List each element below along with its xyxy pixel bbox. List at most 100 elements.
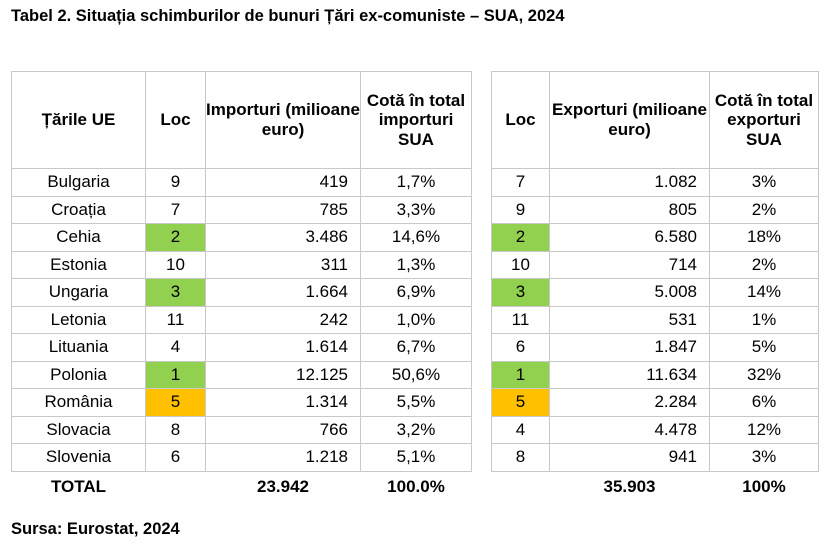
country-cell: Slovacia: [11, 415, 146, 444]
import-share-cell: 14,6%: [360, 223, 472, 252]
table-row: Croația 7 785 3,3%: [11, 195, 472, 224]
header-imports: Importuri (milioane euro): [205, 71, 361, 169]
country-cell: România: [11, 388, 146, 417]
rank-cell: 7: [145, 195, 206, 224]
exports-cell: 941: [549, 443, 710, 472]
import-share-cell: 3,2%: [360, 415, 472, 444]
country-cell: Cehia: [11, 223, 146, 252]
country-cell: Letonia: [11, 305, 146, 334]
country-cell: Ungaria: [11, 278, 146, 307]
imports-cell: 12.125: [205, 360, 361, 389]
import-share-cell: 50,6%: [360, 360, 472, 389]
rank-cell: 2: [145, 223, 206, 252]
total-label: TOTAL: [50, 476, 107, 496]
export-share-cell: 5%: [709, 333, 819, 362]
table-row: Letonia 11 242 1,0%: [11, 305, 472, 334]
total-rank-empty: [492, 471, 550, 502]
rank-cell: 10: [491, 250, 550, 279]
rank-cell: 5: [491, 388, 550, 417]
table-row: 10 714 2%: [491, 250, 819, 279]
rank-cell: 5: [145, 388, 206, 417]
exports-table: Loc Exporturi (milioane euro) Cotă în to…: [491, 71, 819, 502]
imports-table-body: Bulgaria 9 419 1,7% Croația 7 785 3,3% Cehia 2 3.4…: [11, 168, 472, 472]
imports-cell: 766: [205, 415, 361, 444]
export-share-cell: 14%: [709, 278, 819, 307]
imports-cell: 1.664: [205, 278, 361, 307]
table-row: România 5 1.314 5,5%: [11, 388, 472, 417]
table-row: Slovacia 8 766 3,2%: [11, 415, 472, 444]
table-row: 11 531 1%: [491, 305, 819, 334]
table-row: Lituania 4 1.614 6,7%: [11, 333, 472, 362]
rank-cell: 11: [491, 305, 550, 334]
export-share-cell: 3%: [709, 168, 819, 197]
imports-cell: 1.614: [205, 333, 361, 362]
country-cell: Polonia: [11, 360, 146, 389]
table-row: 6 1.847 5%: [491, 333, 819, 362]
page-title: Tabel 2. Situația schimburilor de bunuri…: [11, 7, 565, 25]
table-row: 9 805 2%: [491, 195, 819, 224]
exports-cell: 11.634: [549, 360, 710, 389]
country-cell: Estonia: [11, 250, 146, 279]
rank-cell: 8: [491, 443, 550, 472]
table-row: 1 11.634 32%: [491, 360, 819, 389]
imports-total-row: TOTAL 23.942 100.0%: [12, 471, 472, 502]
exports-cell: 6.580: [549, 223, 710, 252]
exports-cell: 1.847: [549, 333, 710, 362]
table-row: 8 941 3%: [491, 443, 819, 472]
table-row: 7 1.082 3%: [491, 168, 819, 197]
export-share-cell: 2%: [709, 195, 819, 224]
rank-cell: 4: [145, 333, 206, 362]
import-share-cell: 1,3%: [360, 250, 472, 279]
imports-cell: 419: [205, 168, 361, 197]
exports-cell: 805: [549, 195, 710, 224]
rank-cell: 7: [491, 168, 550, 197]
import-share-cell: 6,7%: [360, 333, 472, 362]
rank-cell: 10: [145, 250, 206, 279]
import-share-cell: 5,5%: [360, 388, 472, 417]
table-row: 5 2.284 6%: [491, 388, 819, 417]
country-cell: Bulgaria: [11, 168, 146, 197]
total-export-share: 100%: [742, 476, 786, 496]
imports-cell: 242: [205, 305, 361, 334]
import-share-cell: 1,0%: [360, 305, 472, 334]
rank-cell: 4: [491, 415, 550, 444]
exports-cell: 5.008: [549, 278, 710, 307]
rank-cell: 9: [491, 195, 550, 224]
rank-cell: 3: [491, 278, 550, 307]
total-rank-empty: [146, 471, 206, 502]
header-export-share: Cotă în total exporturi SUA: [709, 71, 819, 169]
imports-cell: 1.218: [205, 443, 361, 472]
import-share-cell: 6,9%: [360, 278, 472, 307]
table-row: Cehia 2 3.486 14,6%: [11, 223, 472, 252]
imports-cell: 785: [205, 195, 361, 224]
table-row: 3 5.008 14%: [491, 278, 819, 307]
total-import-share: 100.0%: [387, 476, 445, 496]
rank-cell: 9: [145, 168, 206, 197]
exports-cell: 4.478: [549, 415, 710, 444]
exports-cell: 2.284: [549, 388, 710, 417]
table-row: Ungaria 3 1.664 6,9%: [11, 278, 472, 307]
import-share-cell: 3,3%: [360, 195, 472, 224]
imports-table: Țările UE Loc Importuri (milioane euro) …: [11, 71, 472, 502]
header-rank: Loc: [145, 71, 206, 169]
rank-cell: 11: [145, 305, 206, 334]
exports-cell: 1.082: [549, 168, 710, 197]
rank-cell: 1: [491, 360, 550, 389]
import-share-cell: 1,7%: [360, 168, 472, 197]
table-row: 2 6.580 18%: [491, 223, 819, 252]
country-cell: Croația: [11, 195, 146, 224]
export-share-cell: 2%: [709, 250, 819, 279]
table-row: Bulgaria 9 419 1,7%: [11, 168, 472, 197]
import-share-cell: 5,1%: [360, 443, 472, 472]
export-share-cell: 32%: [709, 360, 819, 389]
imports-cell: 311: [205, 250, 361, 279]
imports-cell: 3.486: [205, 223, 361, 252]
exports-table-body: 7 1.082 3% 9 805 2% 2 6.580 18% 10 714 2% 3 5.008 14% 1…: [491, 168, 819, 472]
rank-cell: 1: [145, 360, 206, 389]
source-note: Sursa: Eurostat, 2024: [11, 520, 180, 538]
country-cell: Slovenia: [11, 443, 146, 472]
country-cell: Lituania: [11, 333, 146, 362]
header-rank-exports: Loc: [491, 71, 550, 169]
exports-total-row: 35.903 100%: [492, 471, 819, 502]
rank-cell: 2: [491, 223, 550, 252]
